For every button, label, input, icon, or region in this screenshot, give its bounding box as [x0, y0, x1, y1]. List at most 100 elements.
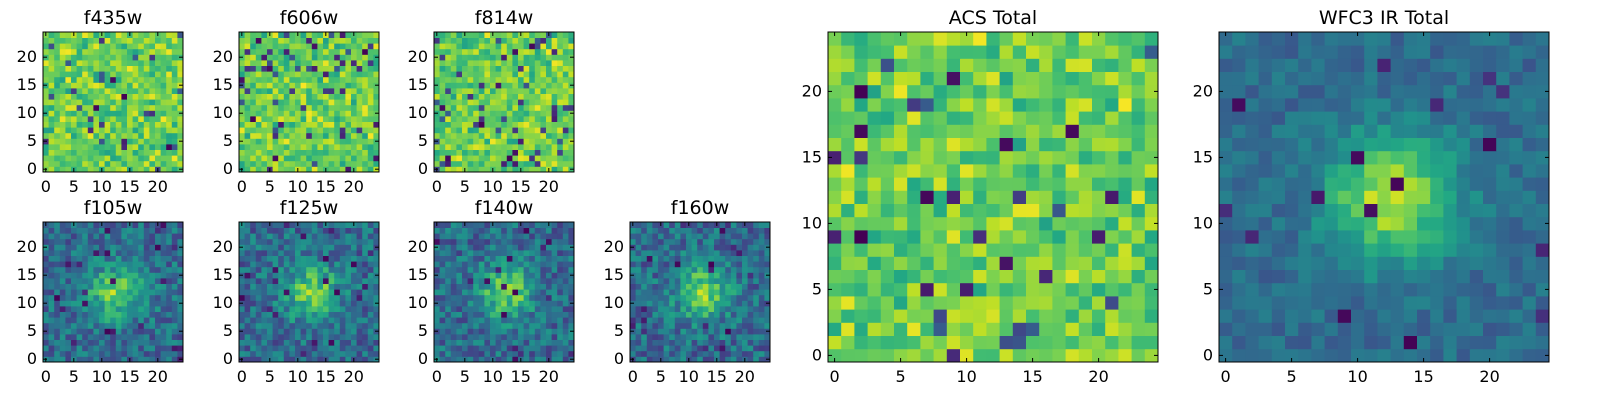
heatmap-cell [244, 88, 251, 94]
heatmap-cell [155, 311, 161, 318]
heatmap-cell [54, 144, 61, 150]
heatmap-cell [127, 149, 133, 156]
heatmap-cell [484, 149, 491, 156]
panel-title: f105w [84, 197, 143, 219]
heatmap-cell [339, 60, 346, 66]
heatmap-cell [261, 278, 268, 284]
heatmap-cell [59, 350, 66, 357]
heatmap-cell [82, 166, 89, 173]
heatmap-cell [99, 244, 105, 251]
heatmap-cell [328, 244, 335, 251]
heatmap-cell [702, 306, 709, 312]
heatmap-cell [351, 350, 357, 357]
heatmap-cell [54, 334, 61, 340]
heatmap-cell [456, 356, 463, 363]
heatmap-cell [920, 348, 934, 363]
heatmap-cell [546, 339, 552, 346]
heatmap-cell [1118, 348, 1132, 363]
heatmap-cell [946, 322, 961, 336]
heatmap-cell [1012, 269, 1027, 284]
heatmap-cell [99, 283, 105, 290]
heatmap-cell [267, 345, 273, 352]
heatmap-cell [278, 104, 285, 111]
heatmap-cell [506, 155, 513, 162]
heatmap-cell [149, 144, 156, 150]
heatmap-cell [462, 306, 468, 312]
heatmap-cell [132, 306, 139, 312]
heatmap-cell [65, 144, 72, 150]
heatmap-cell [529, 144, 536, 150]
heatmap-cell [478, 116, 485, 122]
heatmap-cell [255, 356, 262, 363]
heatmap-cell [110, 311, 117, 318]
heatmap-cell [373, 132, 380, 139]
heatmap-cell [462, 289, 468, 296]
heatmap-cell [261, 60, 268, 66]
heatmap-cell [317, 88, 324, 94]
heatmap-cell [334, 43, 341, 50]
heatmap-cell [82, 339, 89, 346]
heatmap-cell [306, 233, 313, 240]
heatmap-cell [177, 222, 184, 228]
heatmap-cell [261, 76, 268, 83]
heatmap-cell [534, 138, 541, 145]
heatmap-cell [529, 283, 536, 290]
heatmap-cell [155, 93, 161, 100]
heatmap-cell [317, 132, 324, 139]
heatmap-cell [730, 306, 737, 312]
heatmap-cell [933, 335, 948, 350]
heatmap-cell [529, 60, 536, 66]
heatmap-cell [518, 155, 524, 162]
heatmap-cell [434, 306, 440, 312]
heatmap-cell [155, 138, 161, 145]
heatmap-cell [127, 238, 133, 245]
heatmap-cell [467, 132, 474, 139]
heatmap-cell [54, 227, 61, 234]
heatmap-cell [450, 238, 457, 245]
heatmap-cell [691, 222, 698, 228]
heatmap-cell [867, 190, 882, 204]
heatmap-cell [1105, 269, 1119, 284]
heatmap-cell [311, 233, 318, 240]
heatmap-cell [933, 256, 948, 270]
heatmap-cell [93, 144, 100, 150]
heatmap-cell [143, 306, 150, 312]
heatmap-cell [373, 311, 380, 318]
heatmap-cell [244, 300, 251, 307]
heatmap-cell [283, 272, 290, 279]
heatmap-cell [48, 37, 55, 44]
heatmap-cell [473, 300, 480, 307]
heatmap-cell [467, 322, 474, 329]
heatmap-cell [104, 283, 111, 290]
heatmap-cell [534, 311, 541, 318]
heatmap-cell [450, 306, 457, 312]
heatmap-cell [160, 261, 167, 268]
heatmap-cell [367, 110, 374, 117]
heatmap-cell [568, 322, 575, 329]
heatmap-cell [76, 37, 83, 44]
heatmap-cell [171, 116, 178, 122]
heatmap-cell [115, 289, 122, 296]
heatmap-cell [854, 230, 868, 244]
heatmap-cell [697, 283, 704, 290]
heatmap-cell [1105, 348, 1119, 363]
heatmap-cell [490, 132, 496, 139]
heatmap-cell [155, 160, 161, 167]
heatmap-cell [317, 155, 324, 162]
heatmap-cell [473, 104, 480, 111]
heatmap-cell [306, 345, 313, 352]
heatmap-cell [289, 60, 296, 66]
heatmap-cell [104, 328, 111, 335]
heatmap-cell [328, 350, 335, 357]
heatmap-cell [764, 294, 771, 301]
heatmap-cell [138, 278, 145, 284]
heatmap-cell [272, 294, 279, 301]
heatmap-cell [138, 233, 145, 240]
heatmap-cell [127, 155, 133, 162]
heatmap-cell [244, 278, 251, 284]
heatmap-cell [445, 328, 452, 335]
heatmap-cell [278, 306, 285, 312]
heatmap-cell [708, 255, 715, 262]
heatmap-cell [501, 306, 508, 312]
heatmap-cell [546, 334, 552, 340]
